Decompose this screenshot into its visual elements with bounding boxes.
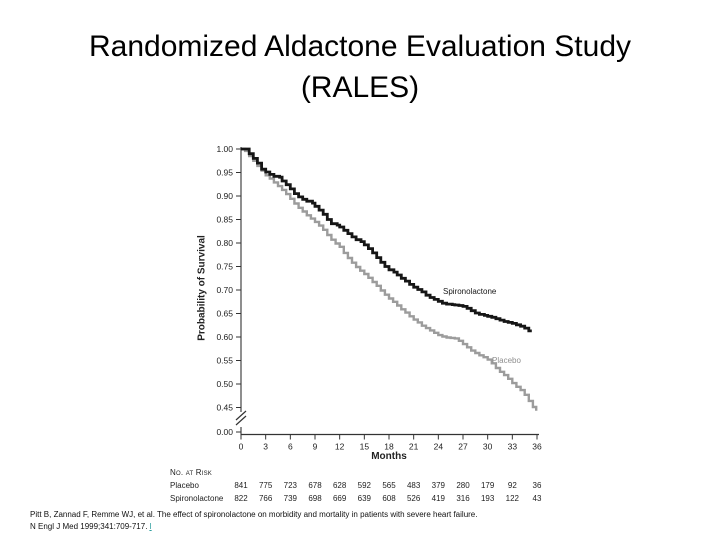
x-tick-label: 27 (458, 442, 468, 452)
axis-break-icon (235, 415, 247, 426)
risk-table-header: No. at Risk (170, 468, 212, 477)
risk-value: 841 (234, 481, 248, 490)
y-axis-title: Probability of Survival (196, 235, 208, 341)
x-tick-label: 36 (532, 442, 542, 452)
risk-value: 179 (480, 481, 495, 490)
risk-value: 698 (308, 494, 322, 503)
y-tick-label: 0.60 (216, 332, 233, 342)
risk-value: 669 (332, 494, 347, 503)
risk-value: 43 (532, 494, 542, 503)
y-tick-label: 0.70 (216, 285, 233, 295)
y-tick-label: 1.00 (216, 144, 233, 154)
title-line-2: (RALES) (300, 71, 420, 104)
citation: Pitt B, Zannad F, Remme WJ, et al. The e… (30, 509, 700, 533)
slide-title: Randomized Aldactone Evaluation Study (R… (0, 26, 720, 108)
citation-text: N Engl J Med 1999;341:709-717. (30, 522, 148, 531)
risk-value: 608 (382, 494, 396, 503)
y-tick-label: 0.65 (216, 309, 233, 319)
curve-label-spironolactone: Spironolactone (443, 287, 497, 296)
x-tick-label: 30 (483, 442, 493, 452)
curve-label-placebo: Placebo (492, 356, 521, 365)
risk-value: 565 (382, 481, 396, 490)
title-line-1: Randomized Aldactone Evaluation Study (88, 30, 632, 63)
y-tick-label: 0.45 (216, 403, 233, 413)
x-tick-label: 9 (313, 442, 318, 452)
y-tick-label: 0.90 (216, 191, 233, 201)
risk-value: 592 (357, 481, 371, 490)
risk-value: 36 (532, 481, 542, 490)
x-tick-label: 6 (288, 442, 293, 452)
x-axis-title: Months (371, 451, 407, 462)
risk-value: 678 (308, 481, 322, 490)
risk-value: 526 (406, 494, 421, 503)
y-tick-label: 0.50 (216, 379, 233, 389)
risk-value: 193 (480, 494, 495, 503)
x-tick-label: 18 (384, 442, 394, 452)
risk-value: 316 (456, 494, 470, 503)
risk-value: 280 (456, 481, 470, 490)
risk-value: 92 (507, 481, 517, 490)
axis-break-icon (235, 410, 247, 421)
survival-curve-placebo (241, 147, 538, 411)
risk-row-label-placebo: Placebo (170, 481, 199, 490)
risk-value: 419 (431, 494, 445, 503)
risk-value: 739 (283, 494, 297, 503)
y-tick-label: 0.80 (216, 238, 233, 248)
risk-value: 628 (332, 481, 347, 490)
x-tick-label: 15 (360, 442, 370, 452)
risk-value: 379 (431, 481, 445, 490)
risk-row-label-spironolactone: Spironolactone (170, 494, 224, 503)
y-tick-label: 0.75 (216, 262, 233, 272)
risk-value: 723 (283, 481, 297, 490)
risk-value: 122 (505, 494, 519, 503)
y-tick-label: 0.00 (216, 427, 233, 437)
x-tick-label: 12 (335, 442, 345, 452)
risk-value: 766 (258, 494, 273, 503)
citation-link[interactable]: I (149, 522, 152, 531)
citation-line-1: Pitt B, Zannad F, Remme WJ, et al. The e… (30, 510, 478, 519)
x-tick-label: 21 (409, 442, 419, 452)
survival-curve-spironolactone (241, 147, 532, 333)
risk-value: 775 (258, 481, 273, 490)
risk-value: 639 (357, 494, 371, 503)
citation-line-2: N Engl J Med 1999;341:709-717. I (30, 521, 700, 533)
risk-value: 483 (406, 481, 421, 490)
y-tick-label: 0.55 (216, 356, 233, 366)
x-tick-label: 0 (239, 442, 244, 452)
y-tick-label: 0.95 (216, 168, 233, 178)
y-tick-label: 0.85 (216, 215, 233, 225)
x-tick-label: 33 (508, 442, 518, 452)
x-tick-label: 24 (434, 442, 444, 452)
risk-value: 822 (234, 494, 248, 503)
x-tick-label: 3 (263, 442, 268, 452)
